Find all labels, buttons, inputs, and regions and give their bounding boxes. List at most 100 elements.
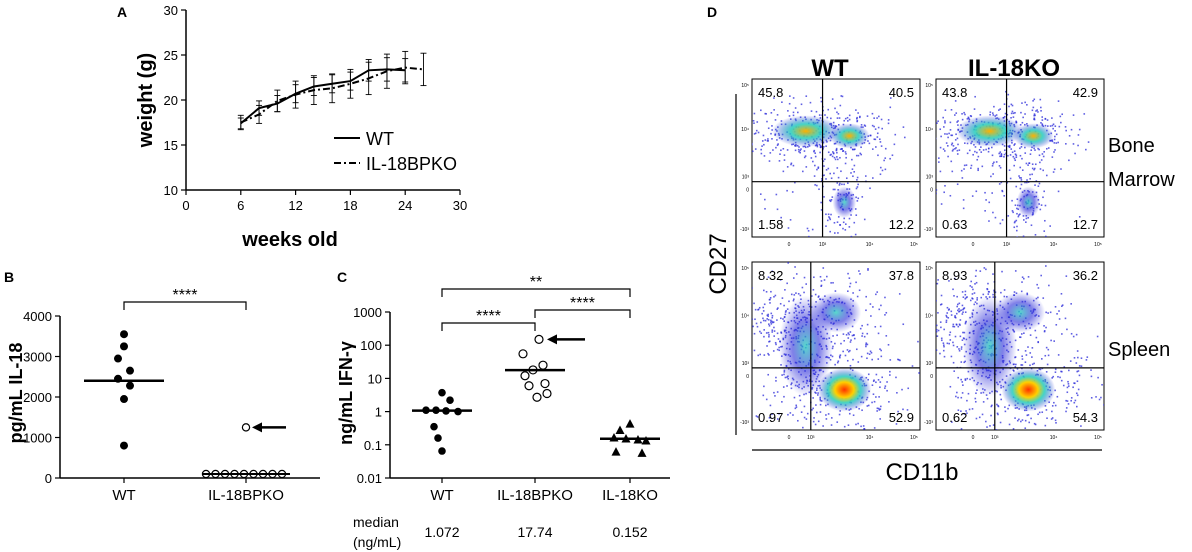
event-dot <box>1012 155 1015 158</box>
event-dot <box>771 320 773 323</box>
event-dot <box>749 335 751 337</box>
event-dot <box>1011 104 1014 107</box>
event-dot <box>774 432 776 434</box>
event-dot <box>937 329 940 332</box>
event-dot <box>928 155 930 157</box>
event-dot <box>831 196 834 198</box>
event-dot <box>957 376 959 379</box>
event-dot <box>1096 335 1099 338</box>
event-dot <box>879 141 882 143</box>
event-dot <box>853 171 855 173</box>
event-dot <box>956 346 959 348</box>
event-dot <box>1067 403 1070 405</box>
event-dot <box>855 109 857 111</box>
event-dot <box>1061 333 1063 335</box>
event-dot <box>1051 156 1054 158</box>
event-dot <box>837 216 840 218</box>
event-dot <box>763 303 766 306</box>
event-dot <box>999 222 1002 225</box>
event-dot <box>718 125 720 127</box>
event-dot <box>1033 113 1036 115</box>
event-dot <box>1034 163 1037 166</box>
event-dot <box>972 288 974 291</box>
event-dot <box>1054 125 1057 128</box>
event-dot <box>971 286 973 288</box>
event-dot <box>979 270 982 272</box>
event-dot <box>898 293 901 295</box>
event-dot <box>1017 349 1020 351</box>
event-dot <box>1039 208 1042 211</box>
event-dot <box>1013 291 1016 293</box>
event-dot <box>957 120 959 122</box>
event-dot <box>739 132 741 134</box>
event-dot <box>864 175 867 177</box>
event-dot <box>1074 399 1077 402</box>
event-dot <box>792 277 795 279</box>
event-dot <box>771 138 773 140</box>
event-dot <box>831 98 834 100</box>
event-dot <box>820 209 823 211</box>
event-dot <box>810 110 813 112</box>
event-dot <box>956 183 959 186</box>
event-dot <box>847 350 850 353</box>
median-label-line1: median <box>353 514 399 530</box>
event-dot <box>1054 130 1056 132</box>
event-dot <box>823 165 825 167</box>
event-dot <box>959 335 962 338</box>
event-dot <box>782 386 785 388</box>
category-label: WT <box>430 487 453 504</box>
event-dot <box>1024 181 1026 184</box>
event-dot <box>999 393 1002 396</box>
event-dot <box>1041 358 1043 360</box>
event-dot <box>849 364 852 367</box>
event-dot <box>1036 283 1038 286</box>
event-dot <box>767 276 770 278</box>
event-dot <box>868 353 871 356</box>
event-dot <box>1060 168 1062 170</box>
event-dot <box>840 95 843 97</box>
event-dot <box>863 124 866 127</box>
event-dot <box>803 447 805 449</box>
density-layer <box>928 90 1090 237</box>
event-dot <box>1040 159 1043 161</box>
event-dot <box>763 155 766 157</box>
event-dot <box>814 184 816 186</box>
event-dot <box>776 114 779 116</box>
event-dot <box>740 324 742 326</box>
event-dot <box>1008 144 1011 147</box>
event-dot <box>798 150 800 153</box>
event-dot <box>974 283 976 285</box>
event-dot <box>771 331 774 333</box>
event-dot <box>943 191 945 194</box>
panel-b-ylabel: pg/mL IL-18 <box>6 343 26 444</box>
event-dot <box>918 372 920 374</box>
event-dot <box>958 323 961 326</box>
event-dot <box>1042 196 1044 199</box>
event-dot <box>819 144 822 147</box>
event-dot <box>1057 141 1059 144</box>
event-dot <box>815 404 817 406</box>
event-dot <box>1015 219 1018 222</box>
event-dot <box>925 341 927 343</box>
event-dot <box>820 280 823 282</box>
event-dot <box>1027 276 1030 278</box>
event-dot <box>943 328 945 331</box>
event-dot <box>1044 439 1046 441</box>
event-dot <box>1045 371 1048 373</box>
event-dot <box>795 463 797 465</box>
event-dot <box>964 290 967 293</box>
event-dot <box>1033 117 1036 120</box>
event-dot <box>856 116 858 119</box>
event-dot <box>1046 417 1048 420</box>
event-dot <box>1006 113 1009 116</box>
panel-a-letter: A <box>117 4 127 20</box>
event-dot <box>861 196 864 198</box>
event-dot <box>1030 224 1033 227</box>
event-dot <box>771 413 773 416</box>
event-dot <box>850 235 853 237</box>
event-dot <box>1029 364 1031 367</box>
event-dot <box>810 157 813 159</box>
event-dot <box>995 429 998 430</box>
event-dot <box>1028 421 1031 424</box>
event-dot <box>1069 360 1072 362</box>
